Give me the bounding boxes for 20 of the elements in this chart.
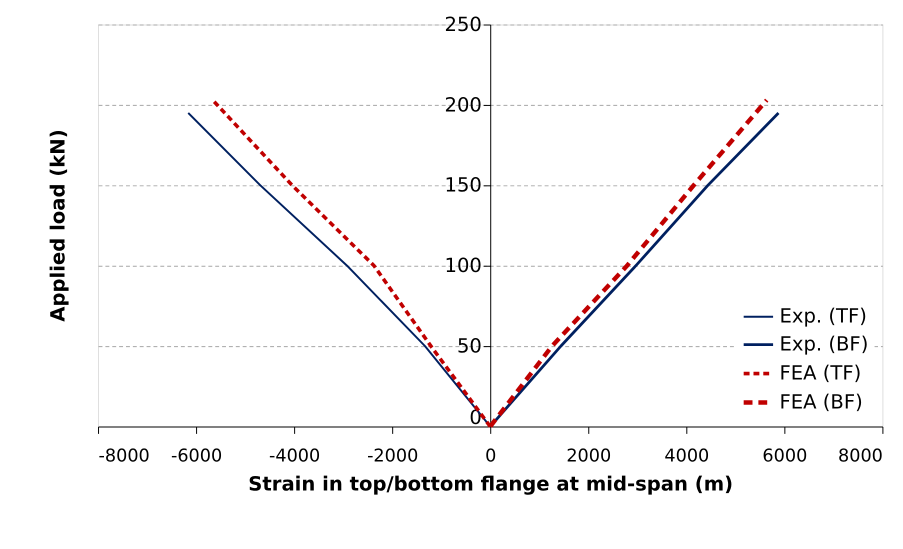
x-tick-label: 4000 <box>664 446 710 466</box>
x-tick-label: 6000 <box>762 446 808 466</box>
legend-label: FEA (BF) <box>779 390 863 414</box>
y-tick-label: 150 <box>444 174 482 197</box>
x-tick-label: 0 <box>485 446 496 466</box>
y-axis-title: Applied load (kN) <box>46 129 70 322</box>
y-tick-label: 50 <box>456 334 482 358</box>
x-axis-title: Strain in top/bottom flange at mid-span (m) <box>248 472 734 496</box>
x-tick-label: -6000 <box>170 446 222 466</box>
x-tick-label: -8000 <box>98 446 150 466</box>
y-tick-label: 200 <box>444 93 482 116</box>
y-tick-label: 100 <box>444 254 482 278</box>
legend-label: Exp. (BF) <box>779 332 868 356</box>
x-tick-label: 2000 <box>566 446 612 466</box>
legend-label: FEA (TF) <box>779 361 862 384</box>
legend-label: Exp. (TF) <box>779 304 867 328</box>
x-tick-label: -4000 <box>269 446 320 466</box>
x-tick-label: 8000 <box>838 446 883 466</box>
y-tick-label: 250 <box>444 12 482 36</box>
x-tick-label: -2000 <box>367 446 418 466</box>
